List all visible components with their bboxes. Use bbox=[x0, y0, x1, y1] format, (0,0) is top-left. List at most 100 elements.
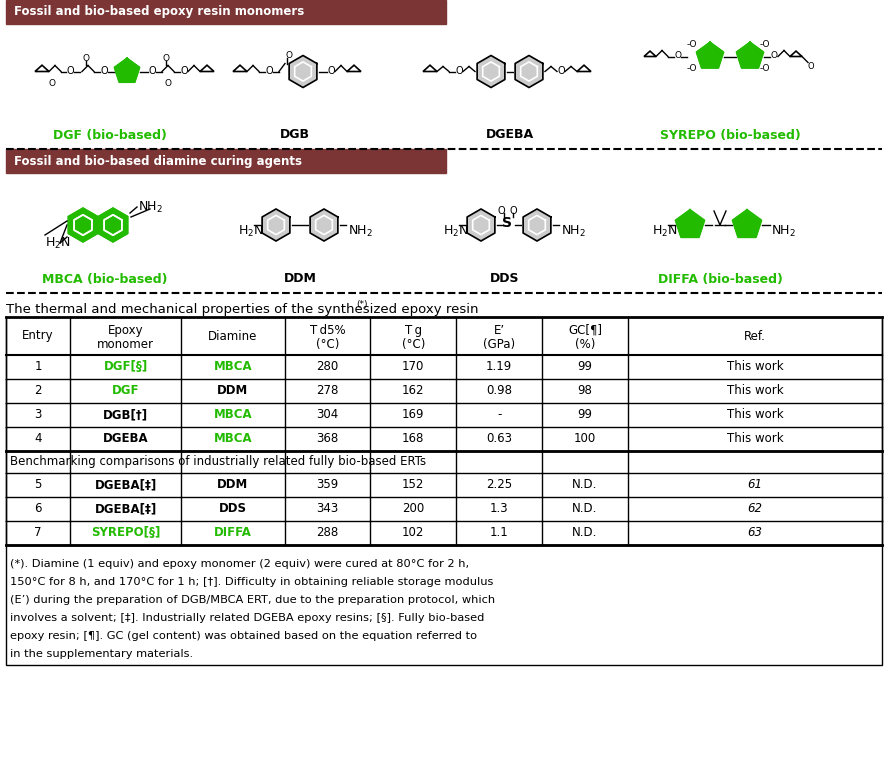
Text: O: O bbox=[164, 79, 171, 88]
Text: MBCA: MBCA bbox=[214, 360, 252, 374]
Polygon shape bbox=[676, 210, 704, 237]
Text: T g: T g bbox=[405, 324, 422, 337]
Text: (E’) during the preparation of DGB/MBCA ERT, due to the preparation protocol, wh: (E’) during the preparation of DGB/MBCA … bbox=[10, 594, 496, 604]
Text: DGEBA[‡]: DGEBA[‡] bbox=[94, 479, 156, 492]
Text: 200: 200 bbox=[402, 502, 424, 515]
Polygon shape bbox=[467, 209, 495, 241]
Text: H$_2$N: H$_2$N bbox=[652, 223, 678, 239]
Text: 100: 100 bbox=[574, 433, 596, 446]
Text: MBCA: MBCA bbox=[214, 433, 252, 446]
Text: O: O bbox=[180, 65, 188, 75]
Text: DGEBA[‡]: DGEBA[‡] bbox=[94, 502, 156, 515]
Text: This work: This work bbox=[726, 384, 783, 397]
Text: in the supplementary materials.: in the supplementary materials. bbox=[10, 649, 193, 659]
Text: O: O bbox=[509, 206, 517, 216]
Text: 0.98: 0.98 bbox=[487, 384, 512, 397]
Text: N.D.: N.D. bbox=[573, 502, 598, 515]
Text: H$_2$N: H$_2$N bbox=[443, 223, 469, 239]
Text: MBCA: MBCA bbox=[214, 409, 252, 422]
Text: GC[¶]: GC[¶] bbox=[568, 324, 602, 337]
Text: This work: This work bbox=[726, 433, 783, 446]
Text: epoxy resin; [¶]. GC (gel content) was obtained based on the equation referred t: epoxy resin; [¶]. GC (gel content) was o… bbox=[10, 630, 477, 640]
Text: O: O bbox=[557, 65, 565, 75]
Text: -O: -O bbox=[760, 40, 770, 49]
Text: DDS: DDS bbox=[490, 272, 519, 285]
Text: Diamine: Diamine bbox=[208, 330, 258, 343]
Text: 278: 278 bbox=[316, 384, 338, 397]
Text: 7: 7 bbox=[35, 526, 42, 539]
Text: 99: 99 bbox=[577, 409, 592, 422]
Text: T d5%: T d5% bbox=[310, 324, 345, 337]
Bar bbox=[6, 0, 446, 24]
Text: 168: 168 bbox=[402, 433, 424, 446]
Text: NH$_2$: NH$_2$ bbox=[348, 223, 373, 239]
Text: SYREPO (bio-based): SYREPO (bio-based) bbox=[660, 129, 800, 141]
Text: 6: 6 bbox=[35, 502, 42, 515]
Text: DDM: DDM bbox=[283, 272, 316, 285]
Text: 61: 61 bbox=[748, 479, 763, 492]
Text: H$_2$N: H$_2$N bbox=[238, 223, 264, 239]
Text: DGB[†]: DGB[†] bbox=[103, 409, 148, 422]
Text: DIFFA: DIFFA bbox=[214, 526, 252, 539]
Text: This work: This work bbox=[726, 360, 783, 374]
Text: Ref.: Ref. bbox=[744, 330, 766, 343]
Polygon shape bbox=[99, 208, 128, 242]
Polygon shape bbox=[697, 42, 724, 67]
Polygon shape bbox=[289, 55, 317, 87]
Text: 5: 5 bbox=[35, 479, 42, 492]
Text: 304: 304 bbox=[316, 409, 338, 422]
Text: DDS: DDS bbox=[218, 502, 247, 515]
Text: O: O bbox=[67, 65, 74, 75]
Text: involves a solvent; [‡]. Industrially related DGEBA epoxy resins; [§]. Fully bio: involves a solvent; [‡]. Industrially re… bbox=[10, 613, 484, 623]
Text: SYREPO[§]: SYREPO[§] bbox=[91, 526, 160, 539]
Text: 98: 98 bbox=[577, 384, 592, 397]
Polygon shape bbox=[310, 209, 337, 241]
Text: NH$_2$: NH$_2$ bbox=[561, 223, 586, 239]
Text: (°C): (°C) bbox=[401, 337, 425, 351]
Text: Fossil and bio-based diamine curing agents: Fossil and bio-based diamine curing agen… bbox=[14, 154, 302, 167]
Text: O: O bbox=[49, 79, 55, 88]
Text: The thermal and mechanical properties of the synthesized epoxy resin: The thermal and mechanical properties of… bbox=[6, 302, 479, 315]
Text: 63: 63 bbox=[748, 526, 763, 539]
Text: N.D.: N.D. bbox=[573, 526, 598, 539]
Text: DGEBA: DGEBA bbox=[486, 129, 534, 141]
Text: (°C): (°C) bbox=[316, 337, 339, 351]
Text: 62: 62 bbox=[748, 502, 763, 515]
Text: DIFFA (bio-based): DIFFA (bio-based) bbox=[657, 272, 782, 285]
Text: O: O bbox=[771, 51, 778, 60]
Text: O: O bbox=[327, 65, 335, 75]
Text: 359: 359 bbox=[316, 479, 338, 492]
Text: -: - bbox=[497, 409, 502, 422]
Polygon shape bbox=[523, 209, 551, 241]
Text: NH$_2$: NH$_2$ bbox=[138, 199, 163, 215]
Text: 368: 368 bbox=[316, 433, 338, 446]
Text: E’: E’ bbox=[494, 324, 504, 337]
Text: DDM: DDM bbox=[218, 479, 249, 492]
Text: monomer: monomer bbox=[97, 337, 155, 351]
Polygon shape bbox=[515, 55, 543, 87]
Text: Epoxy: Epoxy bbox=[107, 324, 143, 337]
Text: (GPa): (GPa) bbox=[483, 337, 515, 351]
Text: O: O bbox=[163, 54, 170, 63]
Text: S: S bbox=[502, 216, 512, 230]
Text: 288: 288 bbox=[316, 526, 338, 539]
Text: 2.25: 2.25 bbox=[486, 479, 512, 492]
Text: DGF: DGF bbox=[112, 384, 139, 397]
Text: Entry: Entry bbox=[22, 330, 54, 343]
Text: 170: 170 bbox=[402, 360, 424, 374]
Polygon shape bbox=[477, 55, 505, 87]
Text: O: O bbox=[148, 65, 155, 75]
Text: (*). Diamine (1 equiv) and epoxy monomer (2 equiv) were cured at 80°C for 2 h,: (*). Diamine (1 equiv) and epoxy monomer… bbox=[10, 558, 469, 568]
Polygon shape bbox=[68, 208, 98, 242]
Text: 162: 162 bbox=[402, 384, 424, 397]
Text: O: O bbox=[675, 51, 681, 60]
Text: DDM: DDM bbox=[218, 384, 249, 397]
Text: 1.19: 1.19 bbox=[486, 360, 512, 374]
Text: O: O bbox=[497, 206, 504, 216]
Text: (*): (*) bbox=[356, 301, 368, 310]
Text: (%): (%) bbox=[575, 337, 595, 351]
Polygon shape bbox=[68, 208, 98, 242]
Bar bbox=[6, 545, 882, 665]
Text: H$_2$N: H$_2$N bbox=[45, 235, 70, 251]
Text: -O: -O bbox=[686, 64, 697, 73]
